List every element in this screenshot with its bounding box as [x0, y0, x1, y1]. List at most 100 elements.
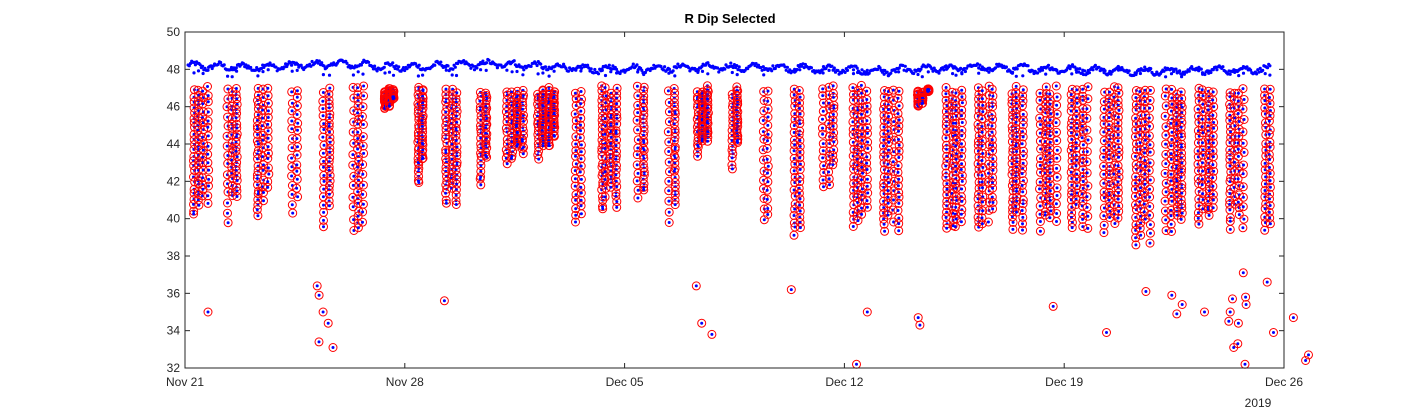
selected-point — [206, 110, 210, 114]
selected-point — [256, 198, 260, 202]
selected-point — [730, 156, 734, 160]
selected-point — [1116, 133, 1120, 137]
selected-point — [1055, 148, 1059, 152]
selected-marker — [263, 163, 273, 173]
selected-marker — [325, 127, 334, 137]
transition-point — [766, 68, 770, 72]
selected-point — [797, 191, 801, 195]
transition-point — [730, 70, 734, 75]
selected-point — [444, 191, 448, 195]
selected-marker — [232, 186, 242, 196]
selected-marker — [263, 142, 273, 152]
selected-point — [261, 116, 265, 120]
selected-point — [234, 135, 238, 139]
selected-point — [1163, 114, 1167, 118]
selected-point — [295, 95, 299, 99]
selected-point — [860, 178, 863, 182]
selected-point — [673, 203, 677, 207]
selected-point — [981, 200, 984, 204]
selected-point — [1015, 135, 1019, 139]
selected-point — [886, 121, 890, 124]
selected-point — [1148, 223, 1152, 227]
selected-point — [897, 156, 901, 159]
selected-point — [882, 144, 885, 148]
transition-point — [256, 74, 260, 78]
selected-point — [1038, 180, 1042, 184]
selected-point — [860, 212, 864, 216]
selected-point — [356, 214, 360, 218]
selected-point — [1085, 116, 1089, 120]
selected-point — [321, 107, 325, 111]
selected-point — [296, 145, 299, 149]
selected-marker — [203, 158, 213, 168]
transition-point — [552, 69, 556, 73]
selected-point — [865, 98, 869, 101]
selected-point — [256, 192, 260, 196]
selected-point — [1142, 202, 1146, 206]
selected-point — [882, 222, 886, 226]
selected-point — [206, 94, 210, 98]
selected-point — [636, 188, 640, 192]
selected-marker — [253, 211, 263, 221]
baseline-point — [201, 64, 205, 68]
transition-point — [206, 68, 210, 72]
baseline-point — [586, 63, 590, 67]
selected-point — [980, 130, 984, 134]
selected-point — [666, 130, 670, 134]
baseline-point — [367, 60, 371, 64]
baseline-point — [809, 66, 814, 70]
selected-marker — [198, 86, 208, 96]
baseline-point — [930, 67, 934, 71]
transition-point — [673, 74, 677, 78]
selected-point — [234, 169, 238, 172]
selected-point — [579, 90, 583, 93]
baseline-point — [382, 65, 386, 69]
selected-point — [1055, 175, 1059, 179]
selected-point — [798, 139, 802, 142]
transition-point — [1164, 75, 1168, 79]
selected-marker — [288, 208, 298, 218]
selected-point — [944, 216, 948, 219]
selected-point — [1086, 138, 1090, 142]
transition-point — [479, 68, 483, 72]
baseline-point — [675, 66, 679, 70]
selected-point — [766, 99, 770, 103]
selected-point — [328, 116, 331, 120]
selected-point — [960, 154, 963, 158]
selected-point — [552, 134, 556, 138]
transition-point — [920, 75, 924, 79]
selected-point — [1169, 172, 1173, 176]
selected-point — [266, 101, 270, 105]
transition-point — [1085, 71, 1090, 76]
selected-point — [1081, 217, 1085, 221]
selected-point — [821, 94, 825, 98]
selected-point — [573, 112, 577, 116]
baseline-point — [885, 70, 889, 74]
baseline-point — [1075, 67, 1079, 71]
selected-point — [980, 216, 984, 220]
transition-point — [192, 71, 196, 75]
selected-point — [981, 152, 985, 155]
selected-point — [614, 144, 618, 148]
baseline-point — [784, 68, 788, 72]
selected-point — [1048, 177, 1052, 181]
selected-point — [886, 213, 890, 217]
selected-point — [960, 187, 964, 191]
selected-marker — [263, 83, 273, 93]
selected-marker — [223, 84, 233, 94]
selected-point — [887, 108, 890, 111]
selected-marker — [223, 112, 233, 122]
transition-point — [1048, 68, 1052, 72]
selected-point — [821, 126, 824, 130]
transition-point — [1148, 68, 1152, 72]
transition-point — [444, 68, 448, 72]
selected-point — [792, 157, 796, 160]
selected-point — [891, 160, 895, 164]
transition-point — [261, 70, 265, 74]
selected-point — [321, 135, 325, 139]
selected-marker — [292, 150, 302, 160]
transition-point — [886, 73, 891, 78]
transition-point — [1011, 70, 1015, 74]
baseline-point — [393, 66, 397, 71]
selected-point — [579, 177, 583, 181]
